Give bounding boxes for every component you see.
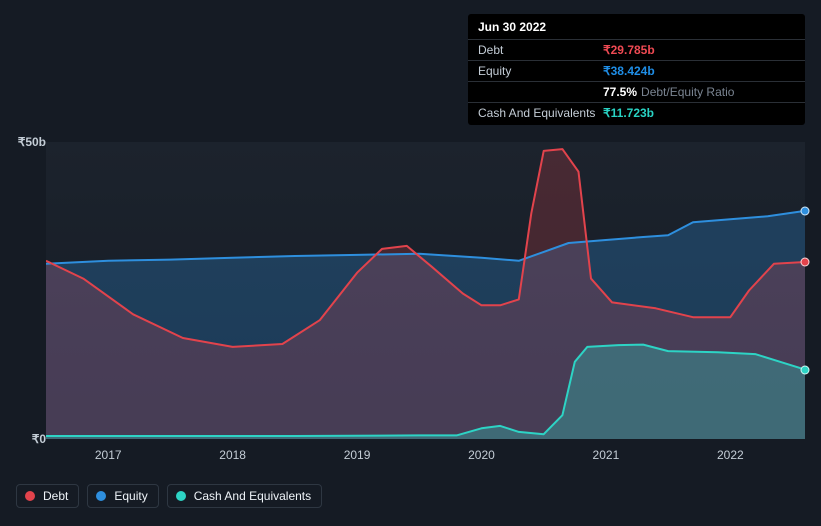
tooltip-cash-label: Cash And Equivalents: [478, 106, 603, 120]
tooltip-row-equity: Equity ₹38.424b: [468, 60, 805, 81]
chart-area[interactable]: ₹50b ₹0 2017 2018 2019 2020 2021 2022: [16, 126, 805, 484]
tooltip-equity-label: Equity: [478, 64, 603, 78]
x-tick-label: 2020: [468, 448, 495, 462]
legend-swatch-equity: [96, 491, 106, 501]
legend-label-debt: Debt: [43, 489, 68, 503]
end-marker-equity: [801, 206, 810, 215]
tooltip-debt-label: Debt: [478, 43, 603, 57]
legend-item-equity[interactable]: Equity: [87, 484, 158, 508]
tooltip-row-debt: Debt ₹29.785b: [468, 39, 805, 60]
legend-swatch-debt: [25, 491, 35, 501]
tooltip-ratio-spacer: [478, 85, 603, 99]
y-tick-label: ₹50b: [18, 135, 46, 149]
x-tick-label: 2017: [95, 448, 122, 462]
x-tick-label: 2021: [593, 448, 620, 462]
y-tick-label: ₹0: [32, 432, 46, 446]
x-tick-label: 2019: [344, 448, 371, 462]
chart-plot[interactable]: [46, 142, 805, 439]
legend-item-debt[interactable]: Debt: [16, 484, 79, 508]
x-tick-label: 2018: [219, 448, 246, 462]
tooltip-date: Jun 30 2022: [468, 14, 805, 39]
x-tick-label: 2022: [717, 448, 744, 462]
legend-label-equity: Equity: [114, 489, 147, 503]
tooltip-equity-value: ₹38.424b: [603, 64, 655, 78]
tooltip-debt-value: ₹29.785b: [603, 43, 655, 57]
legend-label-cash: Cash And Equivalents: [194, 489, 311, 503]
chart-svg: [46, 142, 805, 439]
chart-tooltip: Jun 30 2022 Debt ₹29.785b Equity ₹38.424…: [468, 14, 805, 125]
tooltip-ratio-value: 77.5%: [603, 85, 637, 99]
chart-legend: Debt Equity Cash And Equivalents: [16, 484, 322, 508]
tooltip-row-ratio: 77.5% Debt/Equity Ratio: [468, 81, 805, 102]
tooltip-row-cash: Cash And Equivalents ₹11.723b: [468, 102, 805, 123]
legend-item-cash[interactable]: Cash And Equivalents: [167, 484, 322, 508]
legend-swatch-cash: [176, 491, 186, 501]
end-marker-debt: [801, 257, 810, 266]
end-marker-cash: [801, 365, 810, 374]
tooltip-ratio-label: Debt/Equity Ratio: [641, 85, 734, 99]
tooltip-cash-value: ₹11.723b: [603, 106, 654, 120]
